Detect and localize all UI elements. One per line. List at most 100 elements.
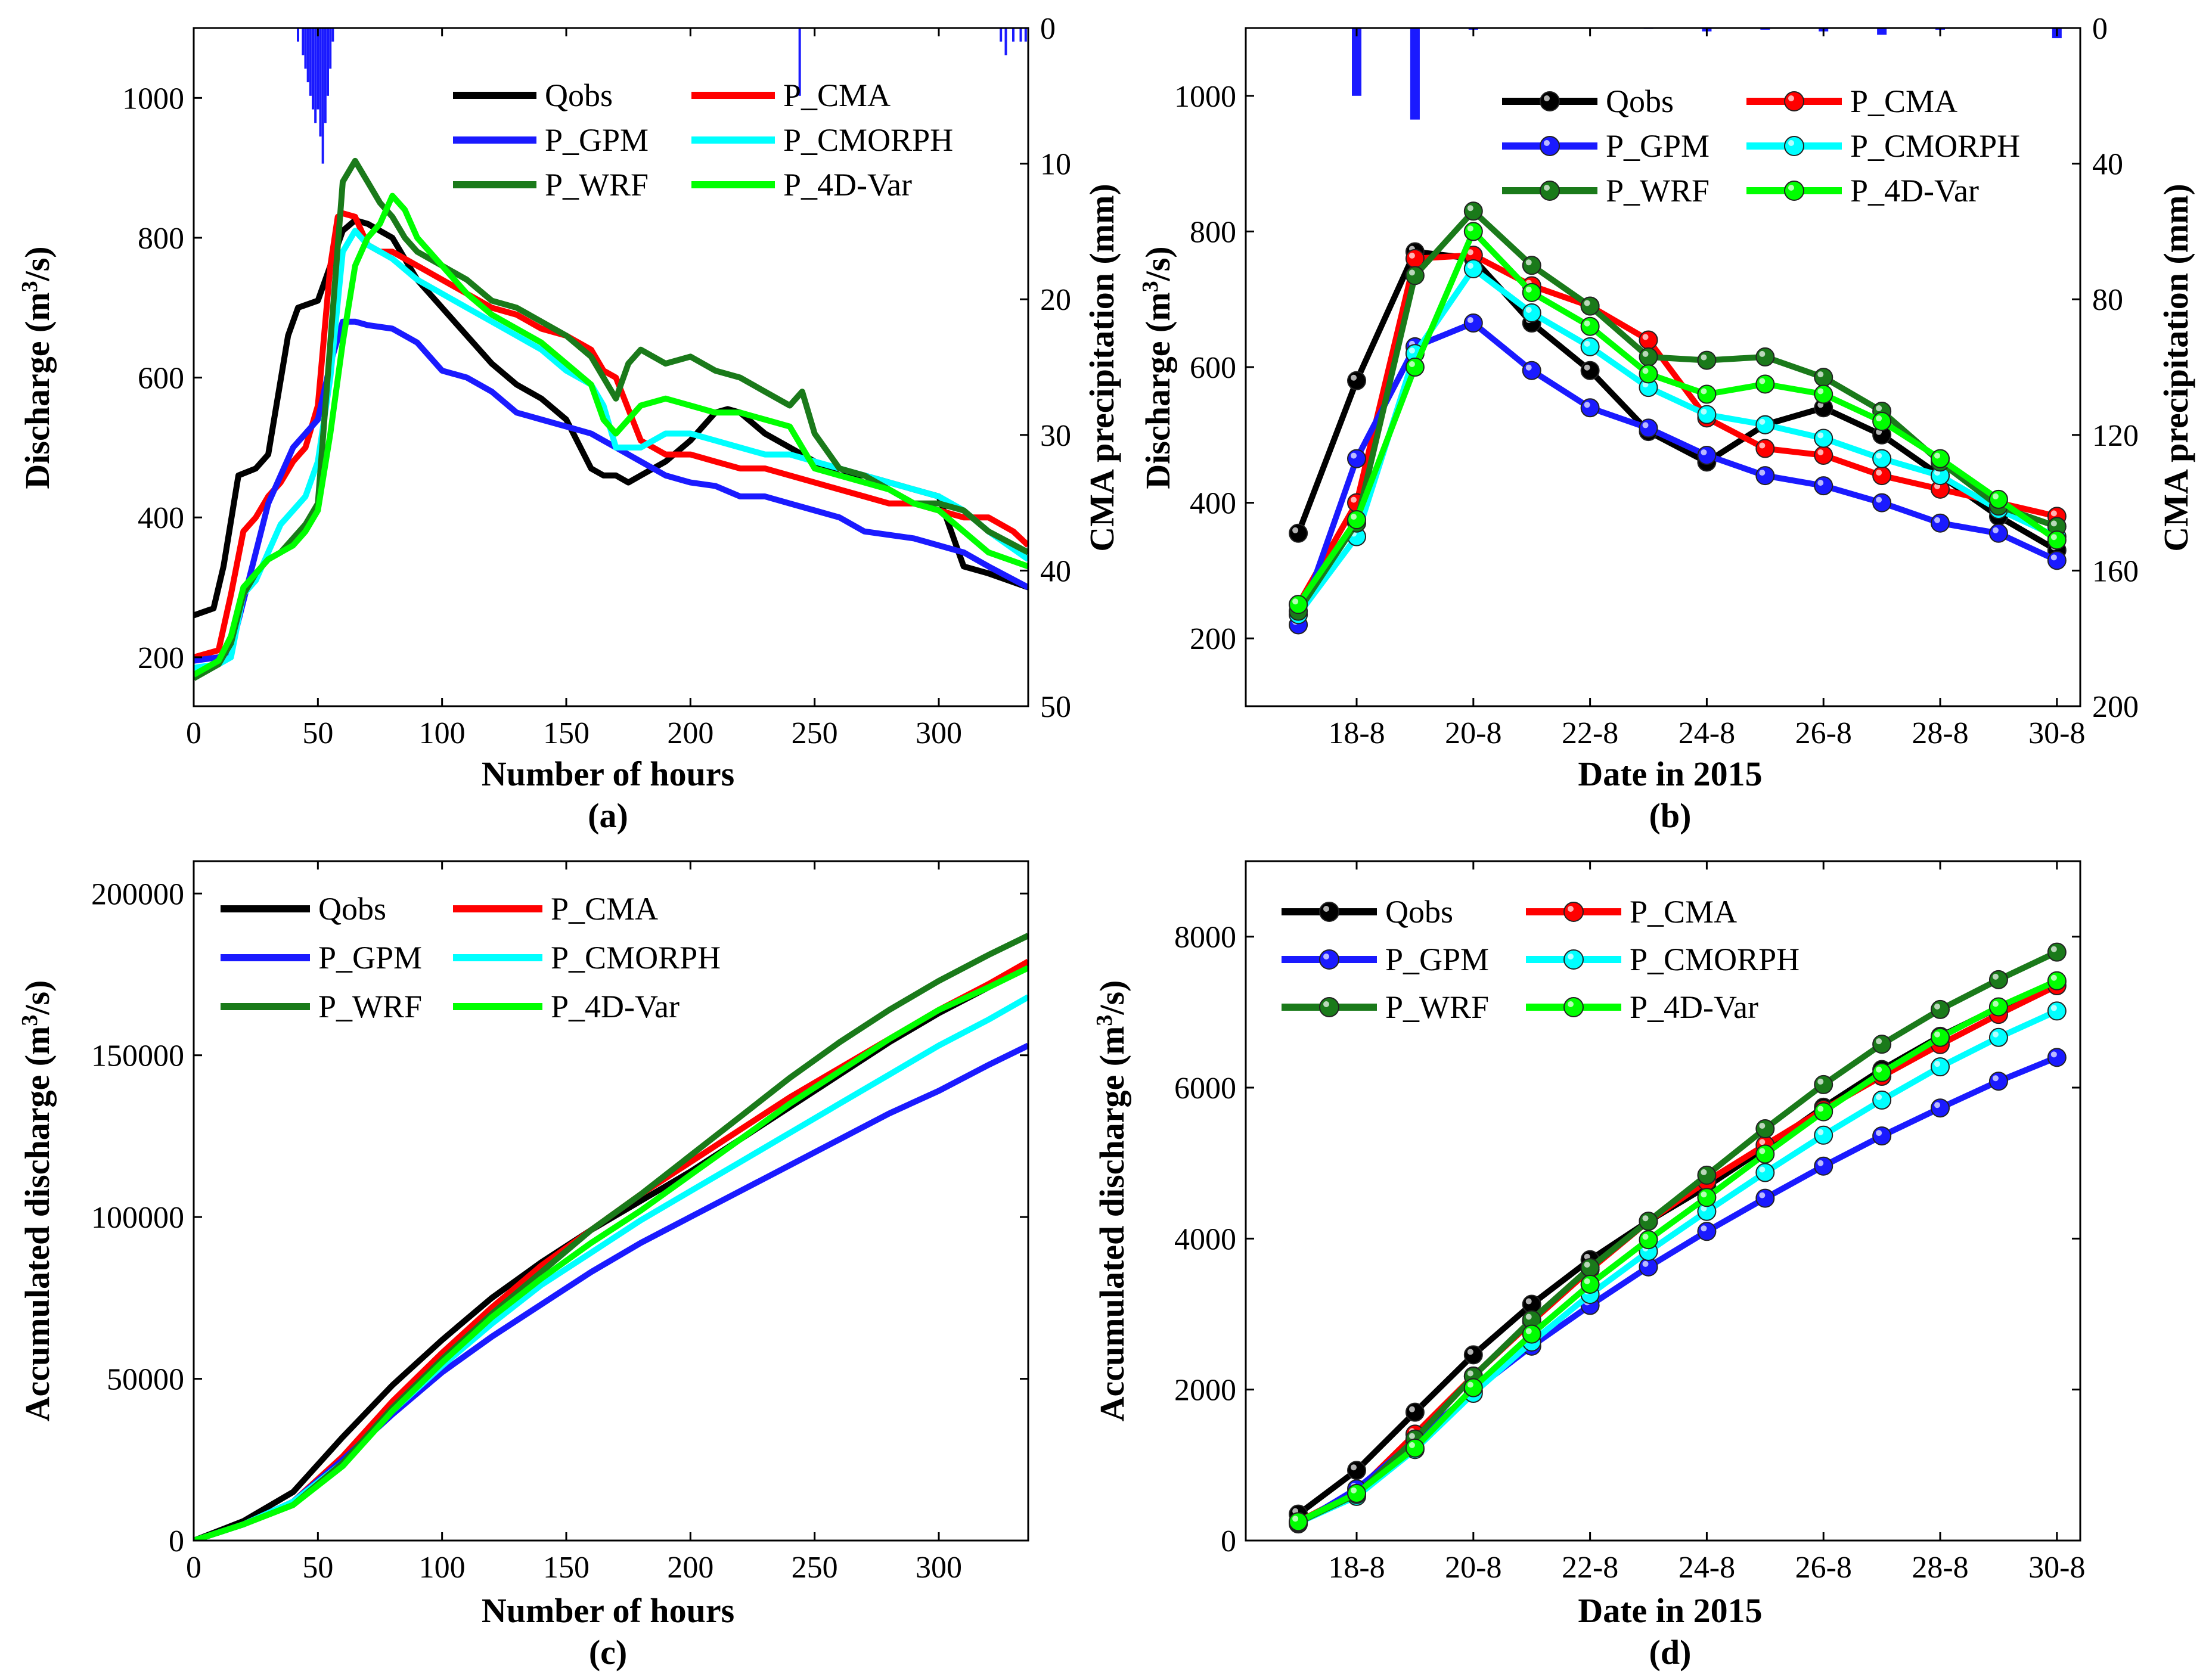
- panel-b-point-highlight: [1701, 449, 1707, 455]
- panel-d-xtick-label: 20-8: [1445, 1551, 1501, 1585]
- panel-b-point-p-wrf: [1697, 350, 1717, 370]
- panel-d-point-p-4d-var: [1405, 1438, 1425, 1458]
- panel-b-point-highlight: [1292, 598, 1299, 605]
- panel-a-y2tick-label: 40: [1040, 554, 1071, 588]
- panel-b-point-highlight: [1584, 340, 1590, 347]
- panel-b-y2tick-label: 40: [2092, 148, 2123, 182]
- panel-a-y2tick-label: 20: [1040, 283, 1071, 317]
- panel-b-point-highlight: [1525, 286, 1532, 293]
- panel-d-point-highlight: [1876, 1094, 1882, 1100]
- panel-d-point-p-gpm: [1755, 1188, 1775, 1208]
- panel-b: 18-8 20-8 22-8 24-8 26-8 28-8 30-8200400600800…: [1138, 12, 2195, 835]
- panel-d-point-p-4d-var: [1347, 1483, 1367, 1503]
- panel-a-legend-label: P_GPM: [545, 122, 649, 158]
- panel-b-point-highlight: [2050, 510, 2057, 517]
- panel-b-point-highlight: [1876, 470, 1882, 476]
- panel-b-legend-marker: [1540, 136, 1560, 156]
- panel-b-legend-label: P_4D-Var: [1850, 173, 1979, 209]
- panel-c-label: (c): [589, 1633, 627, 1672]
- panel-a-ytick-label: 600: [138, 362, 184, 396]
- panel-b-point-p-4d-var: [1289, 595, 1308, 614]
- panel-b-point-p-wrf: [1522, 256, 1541, 275]
- panel-a-precip-bar: [312, 28, 314, 110]
- panel-b-point-highlight: [1467, 249, 1473, 256]
- panel-b-point-highlight: [1351, 374, 1357, 381]
- panel-b-precip-bar: [1410, 28, 1420, 120]
- panel-b-point-highlight: [1701, 388, 1707, 395]
- panel-d-point-highlight: [1701, 1169, 1707, 1175]
- panel-d-point-p-cmorph: [1988, 1027, 2008, 1047]
- panel-b-legend-marker-highlight: [1544, 185, 1550, 191]
- panel-b-point-p-cmorph: [1814, 428, 1833, 448]
- panel-b-ytick-label: 200: [1190, 622, 1236, 656]
- panel-b-legend-marker: [1540, 181, 1560, 201]
- panel-b-point-highlight: [1759, 378, 1766, 384]
- panel-c-ytick-label: 200000: [91, 877, 184, 911]
- panel-b-point-p-cma: [1639, 330, 1658, 350]
- panel-c-xtick-label: 250: [792, 1551, 838, 1585]
- panel-b-ytick-label: 400: [1190, 487, 1236, 521]
- panel-b-point-qobs: [1580, 361, 1600, 380]
- panel-d-point-p-gpm: [2047, 1048, 2067, 1067]
- panel-b-legend-label: P_CMORPH: [1850, 128, 2020, 164]
- panel-b-point-p-4d-var: [1463, 222, 1483, 241]
- panel-b-xtick-label: 30-8: [2028, 716, 2085, 750]
- panel-d-legend-marker-highlight: [1568, 954, 1574, 959]
- panel-b-legend-label: P_WRF: [1606, 173, 1710, 209]
- panel-b-xtick-label: 24-8: [1679, 716, 1735, 750]
- panel-a-xtick-label: 100: [419, 716, 466, 750]
- panel-b-point-p-4d-var: [1580, 316, 1600, 336]
- panel-b-point-p-cma: [1755, 439, 1775, 458]
- panel-a-precip-bar: [297, 28, 299, 42]
- panel-b-xtick-label: 26-8: [1795, 716, 1852, 750]
- panel-d-point-highlight: [1759, 1148, 1766, 1154]
- panel-b-legend-marker: [1784, 91, 1804, 111]
- panel-b-point-p-wrf: [1463, 201, 1483, 221]
- panel-d-ytick-label: 4000: [1174, 1222, 1236, 1256]
- panel-b-point-highlight: [1525, 364, 1532, 371]
- panel-c-legend-label: P_WRF: [318, 989, 422, 1024]
- panel-d-point-highlight: [1584, 1278, 1590, 1284]
- panel-d-point-highlight: [1408, 1406, 1415, 1412]
- panel-d-point-highlight: [1992, 1031, 1999, 1038]
- panel-b-legend-marker-highlight: [1788, 185, 1794, 191]
- panel-d-point-highlight: [1701, 1191, 1707, 1198]
- panel-b-point-highlight: [1876, 405, 1882, 411]
- panel-c-series-p-cma: [194, 958, 1028, 1541]
- panel-a-xtick-label: 50: [302, 716, 333, 750]
- panel-a-legend-label: Qobs: [545, 77, 613, 113]
- panel-b-ylabel: Discharge (m3/s): [1138, 246, 1177, 489]
- panel-b-point-p-wrf: [1580, 296, 1600, 316]
- panel-b-xtick-label: 22-8: [1562, 716, 1618, 750]
- panel-d-point-p-gpm: [1697, 1222, 1717, 1241]
- panel-a-precip-bar: [306, 28, 309, 83]
- panel-d-legend-label: Qobs: [1385, 894, 1453, 930]
- panel-a-precip-bar: [1000, 28, 1003, 42]
- panel-b-legend-label: P_CMA: [1850, 83, 1957, 119]
- panel-b-precip-bar: [1352, 28, 1362, 96]
- panel-d-xlabel: Date in 2015: [1578, 1591, 1762, 1630]
- panel-b-plot: 18-8 20-8 22-8 24-8 26-8 28-8 30-8200400600800…: [1174, 12, 2139, 750]
- panel-c-legend-label: P_4D-Var: [551, 989, 680, 1024]
- panel-c-ytick-label: 100000: [91, 1201, 184, 1235]
- panel-a-y2tick-label: 30: [1040, 419, 1071, 453]
- panel-d-point-p-4d-var: [1580, 1274, 1600, 1294]
- panel-d-legend-marker: [1563, 997, 1584, 1017]
- panel-b-point-highlight: [1642, 334, 1649, 340]
- panel-b-point-qobs: [1289, 523, 1308, 543]
- panel-a-precip-bar: [314, 28, 317, 123]
- panel-b-legend-marker: [1784, 136, 1804, 156]
- panel-d-point-highlight: [1817, 1105, 1824, 1112]
- panel-d-legend-marker-highlight: [1323, 1001, 1329, 1007]
- panel-d-legend-label: P_CMORPH: [1630, 942, 1800, 977]
- panel-b-label: (b): [1649, 796, 1692, 835]
- panel-b-point-p-4d-var: [1347, 510, 1367, 530]
- panel-b-point-highlight: [1351, 452, 1357, 459]
- panel-a-precip-bar: [304, 28, 307, 69]
- panel-b-point-p-cmorph: [1697, 405, 1717, 424]
- panel-d-point-highlight: [1642, 1215, 1649, 1222]
- panel-b-point-highlight: [1992, 493, 1999, 499]
- panel-c-xtick-label: 300: [916, 1551, 962, 1585]
- panel-c-xlabel: Number of hours: [482, 1591, 734, 1630]
